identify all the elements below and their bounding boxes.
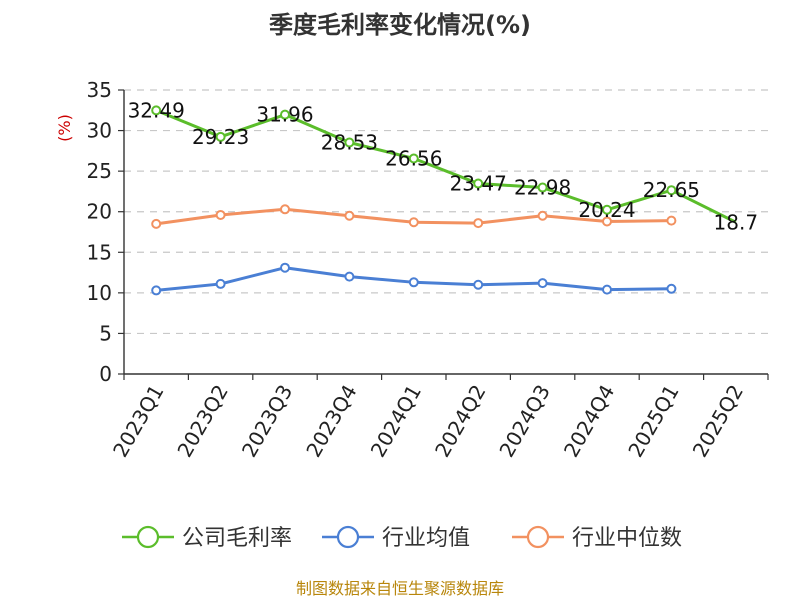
legend-label: 行业中位数	[572, 526, 682, 551]
data-point	[473, 178, 484, 189]
data-point	[537, 278, 548, 289]
data-point	[151, 285, 162, 296]
x-tick-label: 2023Q1	[108, 381, 168, 462]
data-point	[473, 218, 484, 229]
x-tick-label: 2025Q2	[688, 381, 748, 462]
y-tick-label: 5	[99, 321, 112, 345]
legend-item[interactable]: 行业均值	[322, 525, 470, 551]
data-point	[408, 153, 419, 164]
legend-item[interactable]: 公司毛利率	[122, 525, 292, 551]
y-axis-unit: (%)	[55, 114, 74, 142]
data-label: 22.98	[514, 176, 571, 200]
data-point	[280, 109, 290, 120]
data-point	[666, 283, 677, 294]
data-point	[151, 218, 162, 229]
data-point	[280, 262, 290, 273]
data-point	[280, 204, 290, 215]
x-tick-label: 2024Q3	[494, 381, 554, 462]
legend-label: 公司毛利率	[182, 526, 292, 551]
data-point	[344, 271, 355, 282]
y-tick-label: 20	[87, 200, 112, 224]
data-point	[666, 185, 677, 196]
data-point	[408, 277, 419, 288]
data-point	[602, 216, 612, 227]
data-label: 18.7	[714, 210, 759, 234]
x-axis-ticks: 2023Q1 2023Q2 2023Q3 2023Q4 2024Q1 2024Q2 2024…	[108, 374, 769, 462]
data-point	[151, 105, 162, 116]
data-point	[473, 279, 484, 290]
x-tick-label: 2023Q2	[172, 381, 232, 462]
y-tick-label: 0	[99, 362, 112, 386]
series-line	[155, 108, 737, 224]
source-note: 制图数据来自恒生聚源数据库	[296, 579, 504, 598]
data-label: 31.96	[256, 103, 313, 127]
data-point	[344, 137, 355, 148]
data-point	[602, 284, 612, 295]
x-tick-label: 2023Q3	[237, 381, 297, 462]
y-tick-label: 30	[87, 119, 112, 143]
series-layer	[151, 105, 737, 296]
x-tick-label: 2024Q2	[430, 381, 490, 462]
data-label: 22.65	[643, 178, 700, 202]
grid-lines	[124, 89, 768, 335]
data-point	[537, 210, 548, 221]
y-tick-label: 35	[87, 78, 112, 102]
data-label: 26.56	[385, 146, 442, 170]
x-tick-label: 2024Q4	[559, 381, 619, 462]
data-label: 28.53	[321, 130, 378, 154]
y-tick-label: 15	[87, 240, 112, 264]
data-labels: 32.49 29.23 31.96 28.53 26.56 23.47 22.98 20.24…	[128, 98, 758, 234]
legend-marker	[336, 525, 360, 549]
data-label: 23.47	[450, 172, 507, 196]
data-point	[537, 182, 548, 193]
legend-marker	[136, 525, 160, 549]
data-point	[215, 209, 226, 220]
legend: 公司毛利率 行业均值 行业中位数	[122, 525, 682, 551]
data-label: 32.49	[128, 98, 185, 122]
data-point	[666, 215, 677, 226]
x-tick-label: 2025Q1	[623, 381, 683, 462]
y-axis-ticks: 0 5 10 15 20 25 30 35	[87, 78, 124, 386]
data-point	[344, 210, 355, 221]
chart-title: 季度毛利率变化情况(%)	[269, 11, 531, 39]
y-tick-label: 10	[87, 281, 112, 305]
data-point	[408, 217, 419, 228]
data-label: 29.23	[192, 125, 249, 149]
legend-marker	[526, 525, 550, 549]
x-tick-label: 2024Q1	[366, 381, 426, 462]
data-point	[215, 131, 226, 142]
data-label: 20.24	[578, 198, 635, 222]
x-tick-label: 2023Q4	[301, 381, 361, 462]
data-point	[602, 204, 612, 215]
legend-item[interactable]: 行业中位数	[512, 525, 682, 551]
data-point	[215, 278, 226, 289]
legend-label: 行业均值	[382, 526, 470, 551]
y-tick-label: 25	[87, 159, 112, 183]
